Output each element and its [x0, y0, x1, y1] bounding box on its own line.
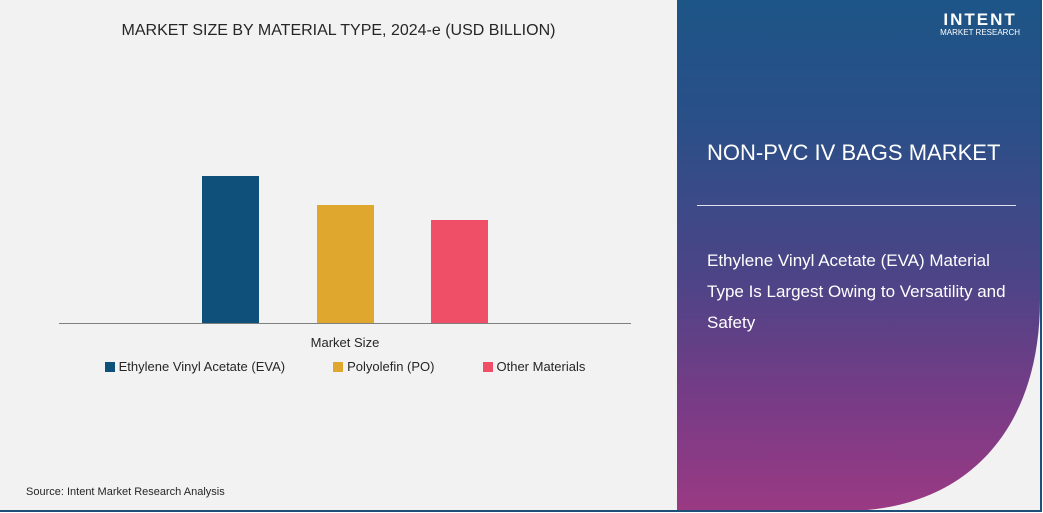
key-finding: Ethylene Vinyl Acetate (EVA) Material Ty…: [707, 251, 1006, 332]
chart-panel: MARKET SIZE BY MATERIAL TYPE, 2024-e (US…: [26, 22, 631, 498]
legend-swatch: [333, 361, 344, 372]
divider: [697, 205, 1016, 206]
logo-wordmark: INTENT: [943, 10, 1017, 29]
legend-item: Other Materials: [482, 359, 586, 374]
bar-chart: [59, 176, 631, 324]
market-title: NON-PVC IV BAGS MARKET: [707, 140, 1001, 165]
chart-title: MARKET SIZE BY MATERIAL TYPE, 2024-e (US…: [121, 22, 556, 39]
legend-item: Polyolefin (PO): [333, 359, 435, 374]
legend-label: Ethylene Vinyl Acetate (EVA): [118, 359, 286, 374]
summary-panel: INTENT MARKET RESEARCH NON-PVC IV BAGS M…: [677, 0, 1040, 510]
source-note: Source: Intent Market Research Analysis: [26, 486, 225, 498]
legend-swatch: [104, 361, 115, 372]
legend: Ethylene Vinyl Acetate (EVA) Polyolefin …: [0, 359, 690, 374]
bar-other-materials: [431, 220, 488, 323]
legend-swatch: [482, 361, 493, 372]
logo: INTENT MARKET RESEARCH: [940, 10, 1020, 37]
bar-polyolefin-po: [317, 205, 374, 323]
legend-label: Polyolefin (PO): [347, 359, 435, 374]
legend-item: Ethylene Vinyl Acetate (EVA): [104, 359, 286, 374]
x-axis-label: Market Size: [310, 335, 380, 350]
legend-label: Other Materials: [496, 359, 586, 374]
logo-subtitle: MARKET RESEARCH: [940, 28, 1020, 37]
bar-ethylene-vinyl-acetate-eva: [202, 176, 259, 323]
